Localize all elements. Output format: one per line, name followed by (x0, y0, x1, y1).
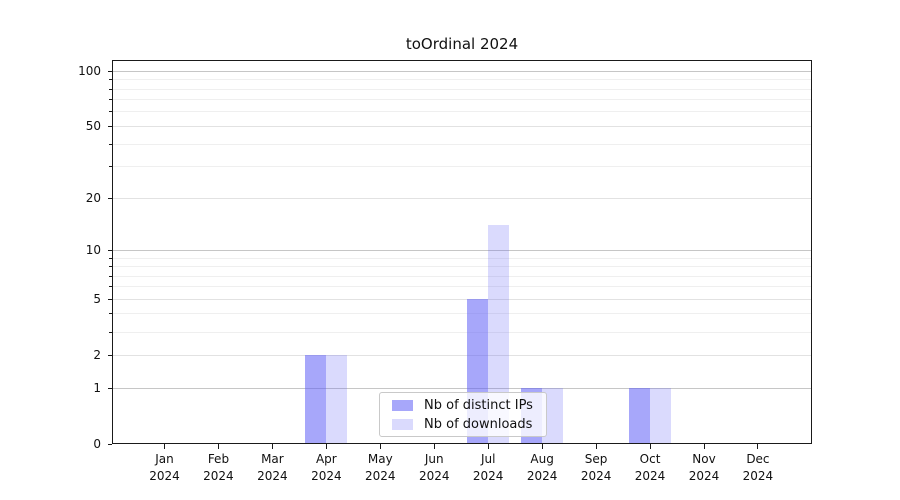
gridline-y-60 (113, 111, 811, 113)
x-tick-label-feb: Feb 2024 (203, 452, 234, 483)
y-minortick-80 (109, 88, 112, 90)
plot-border (112, 60, 812, 444)
gridline-y-3 (113, 331, 811, 333)
gridline-y-20 (113, 197, 811, 199)
y-tick-5 (108, 298, 112, 300)
gridline-y-9 (113, 257, 811, 259)
gridline-y-40 (113, 143, 811, 145)
y-minortick-30 (109, 166, 112, 168)
x-tick-label-jan: Jan 2024 (149, 452, 180, 483)
bar-downloads-jul (488, 225, 510, 444)
chart-title: toOrdinal 2024 (405, 35, 519, 53)
legend-swatch-downloads (392, 418, 413, 430)
x-tick-jul (487, 444, 489, 449)
x-tick-label-nov: Nov 2024 (688, 452, 720, 483)
x-tick-label-dec: Dec 2024 (742, 452, 774, 483)
y-tick-label-50: 50 (85, 119, 101, 134)
x-tick-dec (757, 444, 759, 449)
y-tick-0 (108, 443, 112, 445)
gridline-y-80 (113, 88, 811, 90)
y-minortick-90 (109, 79, 112, 81)
gridline-y-50 (113, 125, 811, 127)
legend-swatch-distinct-ips (392, 399, 413, 411)
x-tick-label-sep: Sep 2024 (580, 452, 612, 483)
y-minortick-3 (109, 331, 112, 333)
y-tick-label-100: 100 (78, 64, 101, 79)
y-tick-label-2: 2 (93, 348, 101, 363)
x-tick-label-apr: Apr 2024 (311, 452, 342, 483)
x-tick-nov (703, 444, 705, 449)
gridline-y-6 (113, 286, 811, 288)
gridline-y-7 (113, 275, 811, 277)
legend-item-downloads: Nb of downloads (392, 417, 540, 432)
y-tick-label-0: 0 (93, 437, 101, 451)
gridline-y-1 (113, 387, 811, 389)
legend: Nb of distinct IPs Nb of downloads (379, 392, 547, 437)
y-tick-label-1: 1 (93, 381, 101, 395)
x-tick-feb (217, 444, 219, 449)
gridline-y-70 (113, 99, 811, 101)
y-tick-label-10: 10 (85, 243, 101, 258)
legend-item-distinct-ips: Nb of distinct IPs (392, 398, 540, 413)
y-minortick-40 (109, 143, 112, 145)
x-tick-label-may: May 2024 (365, 452, 396, 483)
y-minortick-6 (109, 286, 112, 288)
x-tick-oct (649, 444, 651, 449)
x-tick-label-aug: Aug 2024 (526, 452, 558, 483)
y-tick-100 (108, 70, 112, 72)
y-minortick-70 (109, 99, 112, 101)
x-tick-may (379, 444, 381, 449)
y-tick-label-5: 5 (93, 292, 101, 307)
y-tick-50 (108, 125, 112, 127)
gridline-y-100 (113, 70, 811, 72)
gridline-y-10 (113, 249, 811, 251)
gridline-y-5 (113, 298, 811, 300)
x-tick-aug (541, 444, 543, 449)
y-tick-1 (108, 387, 112, 389)
gridline-y-8 (113, 266, 811, 267)
y-minortick-9 (109, 257, 112, 259)
x-tick-label-mar: Mar 2024 (257, 452, 288, 483)
x-tick-label-jul: Jul 2024 (472, 452, 504, 483)
bar-downloads-apr (326, 355, 348, 444)
y-minortick-4 (109, 313, 112, 315)
y-minortick-60 (109, 111, 112, 113)
bar-downloads-oct (650, 388, 672, 444)
x-tick-jun (433, 444, 435, 449)
x-tick-mar (271, 444, 273, 449)
gridline-y-30 (113, 166, 811, 168)
x-tick-jan (164, 444, 165, 449)
legend-label-distinct-ips: Nb of distinct IPs (424, 397, 533, 413)
x-tick-label-oct: Oct 2024 (634, 452, 666, 483)
y-minortick-7 (109, 275, 112, 277)
y-tick-10 (108, 249, 112, 251)
gridline-y-4 (113, 313, 811, 315)
y-tick-20 (108, 197, 112, 199)
gridline-y-90 (113, 79, 811, 81)
y-tick-2 (108, 354, 112, 356)
gridline-y-2 (113, 354, 811, 356)
x-tick-label-jun: Jun 2024 (418, 452, 450, 483)
y-tick-label-20: 20 (85, 191, 101, 206)
x-tick-apr (325, 444, 327, 449)
bar-downloads-aug (542, 388, 564, 444)
bar-distinct-ips-oct (629, 388, 651, 444)
y-minortick-8 (109, 266, 112, 267)
bar-distinct-ips-apr (305, 355, 327, 444)
x-tick-sep (595, 444, 597, 449)
legend-label-downloads: Nb of downloads (424, 416, 533, 432)
